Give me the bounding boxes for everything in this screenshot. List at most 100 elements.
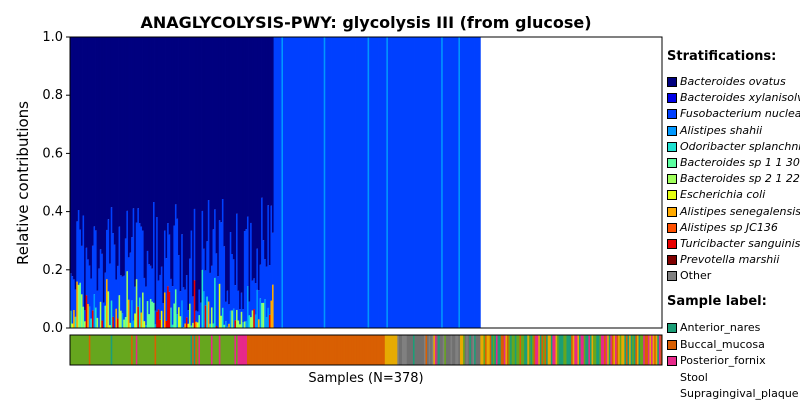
chart-title: ANAGLYCOLYSIS-PWY: glycolysis III (from …: [140, 13, 592, 32]
bar-segment: [107, 291, 110, 328]
sample-label-cell: [190, 335, 193, 365]
bar-segment: [464, 37, 467, 328]
bar-segment: [88, 265, 91, 307]
sample-label-cell: [281, 335, 284, 365]
bar-segment: [474, 37, 477, 328]
sample-label-cell: [438, 335, 441, 365]
bar-segment: [71, 37, 74, 277]
bar-segment: [107, 37, 110, 220]
bar-segment: [268, 37, 271, 266]
sample-label-cell: [143, 335, 146, 365]
sample-label-cell: [251, 335, 254, 365]
sample-label-cell: [635, 335, 638, 365]
legend-swatch: [667, 141, 677, 152]
bar-segment: [254, 37, 257, 284]
bar-segment: [257, 290, 260, 320]
y-tick-label: 0.2: [42, 263, 63, 278]
bar-segment: [372, 37, 375, 328]
bar-segment: [140, 226, 143, 313]
bar-segment: [104, 305, 107, 328]
bar-segment: [463, 37, 466, 328]
bar-segment: [369, 37, 372, 328]
sample-label-cell: [384, 335, 387, 365]
sample-label-cell: [304, 335, 307, 365]
sample-label-cell: [87, 335, 90, 365]
bar-segment: [123, 37, 126, 276]
bar-segment: [70, 310, 72, 328]
sample-label-cell: [185, 335, 188, 365]
bar-segment: [148, 314, 151, 328]
sample-label-cell: [102, 335, 105, 365]
sample-label-cell: [198, 335, 201, 365]
sample-label-cell: [469, 335, 472, 365]
bar-segment: [272, 232, 274, 285]
legend-swatch: [667, 109, 677, 120]
bar-segment: [272, 284, 274, 328]
bar-segment: [261, 37, 264, 198]
sample-label-cell: [419, 335, 422, 365]
sample-label-cell: [420, 335, 423, 365]
bar-segment: [131, 37, 134, 238]
legend-item: Fusobacterium nucleatum: [667, 108, 800, 120]
sample-label-cell: [272, 335, 274, 365]
bar-segment: [135, 279, 138, 328]
sample-label-cell: [636, 335, 639, 365]
sample-label-cell: [391, 335, 394, 365]
sample-label-cell: [585, 335, 588, 365]
bar-segment: [218, 283, 221, 328]
legend-swatch: [667, 174, 677, 185]
sample-label-cell: [657, 335, 660, 365]
bar-segment: [189, 258, 191, 304]
bar-segment: [95, 307, 98, 328]
y-tick-label: 1.0: [42, 30, 63, 45]
bar-segment: [134, 37, 137, 287]
bar-segment: [215, 37, 218, 254]
sample-label-cell: [643, 335, 646, 365]
bar-segment: [104, 37, 107, 273]
bar-segment: [76, 281, 79, 328]
bar-segment: [138, 297, 141, 328]
bar-segment: [201, 37, 204, 211]
bar-segment: [116, 37, 119, 266]
bar-segment: [156, 217, 159, 312]
bar-segment: [422, 37, 425, 328]
sample-label-cell: [84, 335, 87, 365]
sample-label-cell: [276, 335, 279, 365]
bar-segment: [82, 306, 85, 328]
bar-segment: [90, 318, 93, 328]
sample-label-cell: [467, 335, 470, 365]
sample-label-cell: [470, 335, 473, 365]
sample-label-cell: [113, 335, 116, 365]
bar-segment: [137, 306, 140, 328]
sample-label-cell: [597, 335, 600, 365]
sample-label-cell: [355, 335, 358, 365]
sample-label-cell: [489, 335, 492, 365]
bar-segment: [475, 37, 478, 328]
sample-label-cell: [223, 335, 226, 365]
bar-segment: [206, 296, 209, 328]
sample-label-cell: [73, 335, 76, 365]
bar-segment: [207, 200, 210, 302]
sample-label-cell: [651, 335, 654, 365]
sample-label-cell: [98, 335, 101, 365]
bar-segment: [142, 230, 145, 293]
legend-swatch: [667, 222, 677, 233]
sample-label-cell: [145, 335, 148, 365]
sample-label-cell: [248, 335, 251, 365]
sample-label-cell: [558, 335, 561, 365]
bar-segment: [373, 37, 376, 328]
bar-segment: [168, 234, 171, 292]
sample-label-cell: [131, 335, 134, 365]
bar-segment: [329, 37, 332, 328]
sample-label-cell: [132, 335, 135, 365]
bar-segment: [250, 37, 253, 223]
bar-segment: [199, 37, 202, 303]
sample-label-cell: [408, 335, 411, 365]
bar-segment: [427, 37, 430, 328]
sample-label-cell: [411, 335, 414, 365]
bar-segment: [143, 277, 146, 322]
bar-segment: [201, 210, 204, 270]
bar-segment: [178, 307, 181, 328]
bar-segment: [402, 37, 404, 328]
